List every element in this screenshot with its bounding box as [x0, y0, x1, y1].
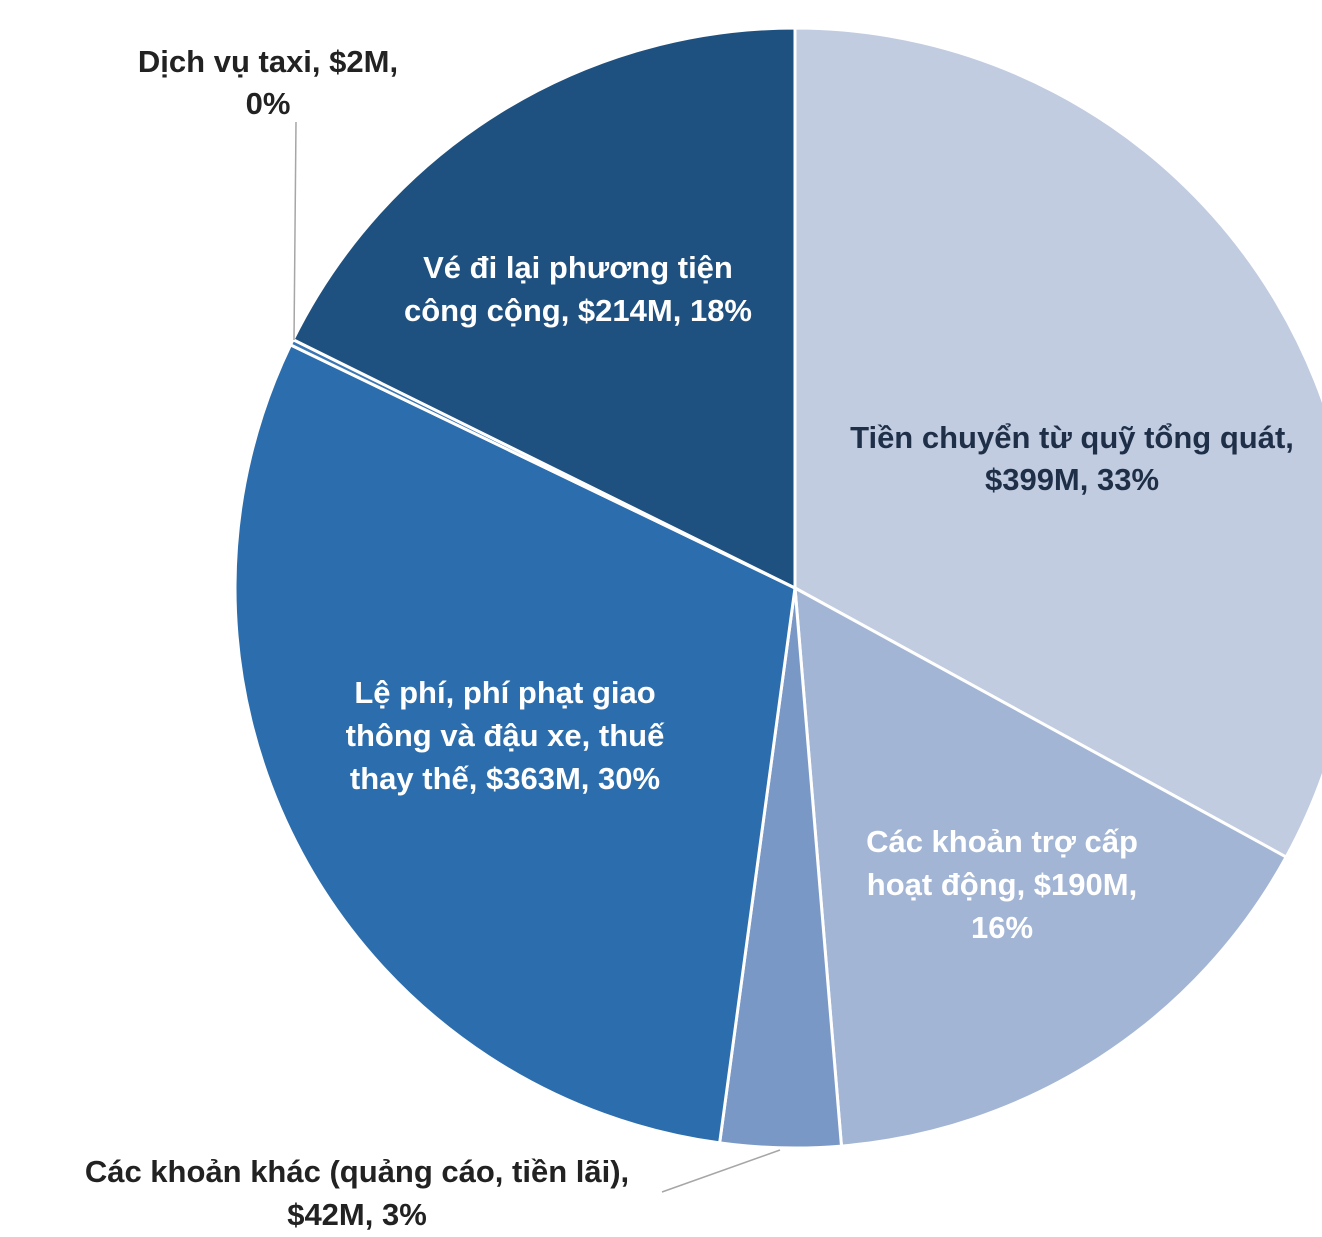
slice-label-line: Các khoản khác (quảng cáo, tiền lãi), [85, 1154, 629, 1189]
leader-line-3 [661, 1149, 781, 1193]
leader-lines [293, 121, 781, 1193]
slice-label-4: Lệ phí, phí phạt giao thông và đậu xe, th… [346, 675, 665, 796]
slice-label-line: thay thế, $363M, 30% [350, 761, 660, 796]
slice-label-line: Tiền chuyển từ quỹ tổng quát, [850, 420, 1294, 455]
pie-slice-1 [793, 26, 1322, 859]
slice-label-line: hoạt động, $190M, [867, 867, 1137, 902]
pie-slice-6 [291, 26, 797, 590]
slice-label-6: Vé đi lại phương tiện công cộng, $214M, 1… [404, 250, 752, 328]
pie-slices [233, 26, 1322, 1150]
slice-label-line: Vé đi lại phương tiện [423, 250, 733, 285]
slice-label-2: Các khoản trợ cấp hoạt động, $190M, 16% [866, 824, 1138, 945]
slice-label-1: Tiền chuyển từ quỹ tổng quát, $399M, 33% [850, 420, 1294, 497]
slice-label-5: Dịch vụ taxi, $2M, 0% [138, 44, 398, 121]
pie-slice-4 [233, 343, 797, 1145]
slice-labels: Tiền chuyển từ quỹ tổng quát, $399M, 33% C… [85, 44, 1294, 1232]
slice-label-line: thông và đậu xe, thuế [346, 718, 665, 753]
slice-label-line: $399M, 33% [985, 462, 1159, 497]
slice-label-line: 0% [246, 86, 291, 121]
slice-label-3: Các khoản khác (quảng cáo, tiền lãi), $42… [85, 1154, 629, 1232]
slice-label-line: $42M, 3% [287, 1197, 427, 1232]
slice-label-line: Các khoản trợ cấp [866, 824, 1138, 859]
slice-label-line: 16% [971, 910, 1033, 945]
slice-label-line: Lệ phí, phí phạt giao [354, 675, 655, 710]
slice-label-line: công cộng, $214M, 18% [404, 293, 752, 328]
slice-label-line: Dịch vụ taxi, $2M, [138, 44, 398, 79]
pie-slice-2 [793, 586, 1288, 1148]
leader-line-5 [293, 121, 297, 341]
